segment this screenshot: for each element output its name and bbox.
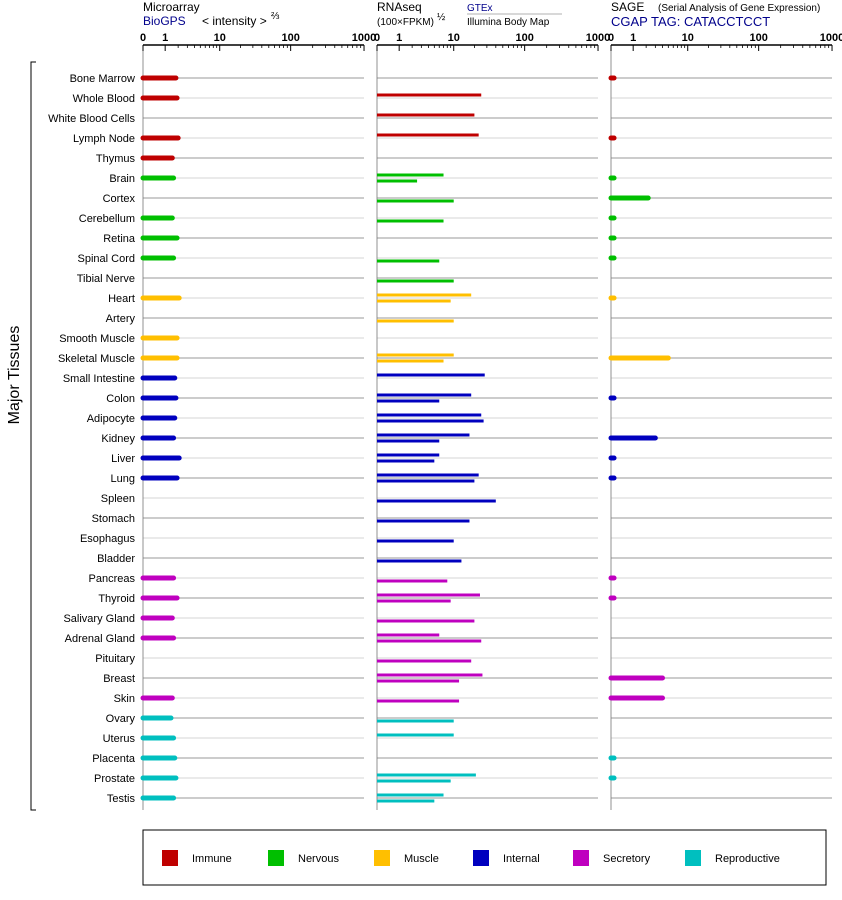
x-tick-label: 0 [374,32,380,44]
tissue-label: Prostate [94,773,135,785]
x-tick-label: 100 [515,32,533,44]
legend-swatch-nervous [268,850,284,866]
legend: Immune Nervous Muscle Internal Secretory Repr… [162,850,780,866]
tissue-label: Testis [107,793,136,805]
tissue-bracket [30,61,36,811]
legend-label-internal: Internal [503,853,540,865]
tissue-label: Tibial Nerve [77,273,135,285]
tissue-label: Salivary Gland [63,613,135,625]
legend-label-muscle: Muscle [404,853,439,865]
rnaseq-header: RNAseq (100×FPKM) ½ GTEx Illumina Body M… [377,0,562,28]
microarray-title: Microarray [143,0,200,14]
x-tick-label: 1000 [820,32,842,44]
tissue-label: Lung [111,473,135,485]
sage-title: SAGE [611,0,644,14]
rnaseq-unit-exponent: ½ [437,12,446,23]
x-tick-label: 10 [448,32,460,44]
x-tick-label: 1 [396,32,402,44]
tissue-label: Adipocyte [87,413,135,425]
expression-bars [140,75,671,803]
tissue-label: White Blood Cells [48,113,135,125]
tissue-label: Small Intestine [63,373,135,385]
tissue-label: Placenta [92,753,136,765]
tissue-label: Pancreas [89,573,136,585]
tissue-label: Pituitary [95,653,135,665]
tissue-label: Skeletal Muscle [58,353,135,365]
x-tick-label: 100 [281,32,299,44]
tissue-label: Brain [109,173,135,185]
tissue-label: Whole Blood [73,93,135,105]
tissue-label: Liver [111,453,135,465]
legend-swatch-reproductive [685,850,701,866]
tissue-label: Thymus [96,153,136,165]
x-tick-label: 100 [749,32,767,44]
x-tick-label: 0 [608,32,614,44]
sage-subtitle: (Serial Analysis of Gene Expression) [658,3,820,14]
sage-source: CGAP TAG: CATACCTCCT [611,14,770,29]
sage-header: SAGE (Serial Analysis of Gene Expression… [611,0,820,29]
tissue-label: Esophagus [80,533,136,545]
tissue-label: Colon [106,393,135,405]
tissue-rows: Bone Marrow Whole Blood White Blood Cells L… [48,73,832,805]
tissue-label: Artery [106,313,136,325]
microarray-header: Microarray BioGPS < intensity > ⅔ [143,0,280,28]
x-tick-label: 1 [162,32,168,44]
tissue-label: Adrenal Gland [65,633,135,645]
microarray-unit: < intensity > [202,14,267,28]
tissue-label: Cortex [103,193,136,205]
tissue-label: Spinal Cord [78,253,135,265]
x-tick-label: 1000 [352,32,376,44]
legend-swatch-secretory [573,850,589,866]
legend-label-reproductive: Reproductive [715,853,780,865]
tissue-label: Spleen [101,493,135,505]
x-tick-label: 10 [214,32,226,44]
tissue-label: Lymph Node [73,133,135,145]
x-tick-label: 10 [682,32,694,44]
rnaseq-title: RNAseq [377,0,422,14]
x-tick-label: 1000 [586,32,610,44]
tissue-label: Stomach [92,513,135,525]
tissue-label: Bone Marrow [70,73,135,85]
tissue-label: Thyroid [98,593,135,605]
x-tick-label: 0 [140,32,146,44]
tissue-label: Smooth Muscle [59,333,135,345]
tissue-label: Kidney [101,433,135,445]
tissue-label: Ovary [106,713,136,725]
tissue-label: Retina [103,233,136,245]
tissue-label: Uterus [103,733,136,745]
tissue-label: Cerebellum [79,213,135,225]
rnaseq-gtex-label: GTEx [467,3,493,14]
legend-label-nervous: Nervous [298,853,339,865]
tissue-label: Skin [114,693,135,705]
legend-swatch-internal [473,850,489,866]
rnaseq-unit: (100×FPKM) [377,17,434,28]
tissue-label: Heart [108,293,135,305]
rnaseq-ibm-label: Illumina Body Map [467,17,550,28]
y-axis-label: Major Tissues [6,326,23,425]
legend-swatch-immune [162,850,178,866]
tissue-label: Breast [103,673,135,685]
microarray-unit-exponent: ⅔ [271,11,280,22]
microarray-source: BioGPS [143,14,186,28]
legend-label-secretory: Secretory [603,853,651,865]
x-tick-label: 1 [630,32,636,44]
legend-swatch-muscle [374,850,390,866]
legend-label-immune: Immune [192,853,232,865]
tissue-label: Bladder [97,553,135,565]
